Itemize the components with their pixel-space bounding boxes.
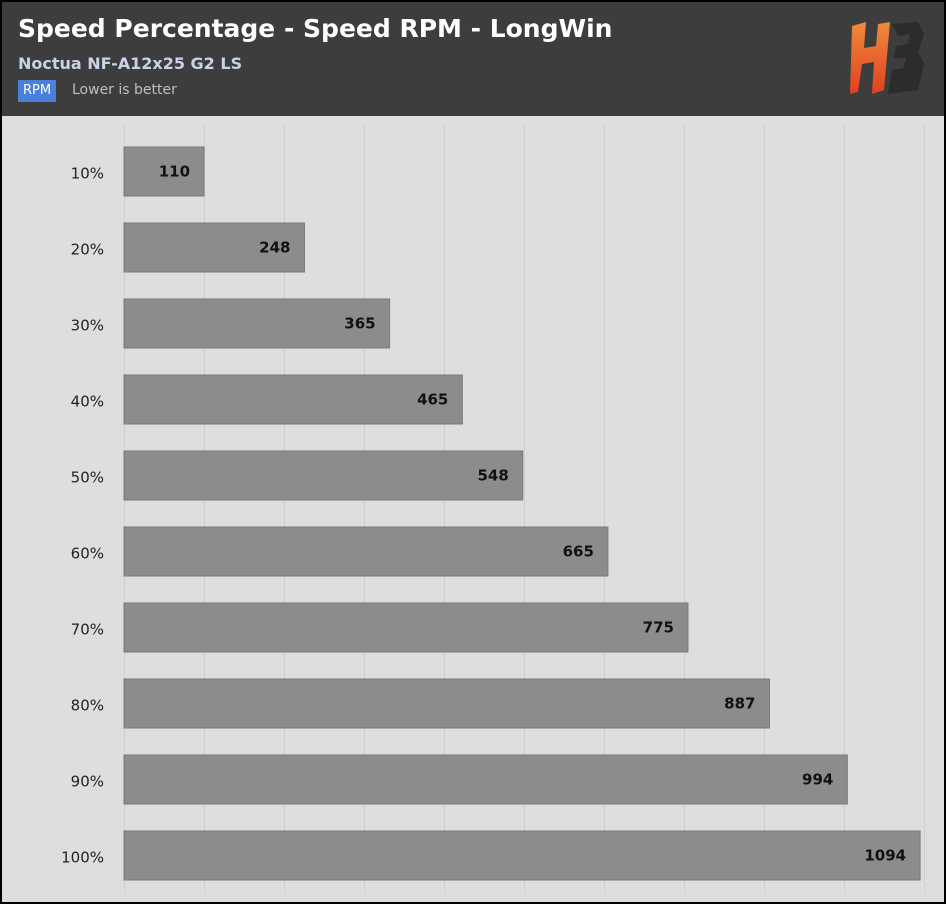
- hb-logo-icon: [850, 22, 924, 94]
- data-label: 775: [643, 619, 674, 637]
- lower-is-better-note: Lower is better: [72, 82, 177, 98]
- bar: [123, 526, 609, 577]
- category-label: 50%: [71, 469, 104, 487]
- bar: [123, 146, 205, 197]
- bar: [123, 678, 770, 729]
- category-label: 20%: [71, 241, 104, 259]
- category-label: 100%: [61, 849, 104, 867]
- bar: [123, 222, 305, 273]
- data-label: 110: [159, 163, 190, 181]
- data-label: 548: [477, 467, 508, 485]
- category-label: 40%: [71, 393, 104, 411]
- bar: [123, 754, 848, 805]
- unit-badge: RPM: [18, 80, 57, 102]
- bar: [123, 450, 524, 501]
- bar: [123, 374, 463, 425]
- labels: 10% 110 20% 248 30% 365 40% 465 50% 548 60% 665 70% 7…: [61, 163, 906, 867]
- bar-chart: 10% 110 20% 248 30% 365 40% 465 50% 548 60% 665 70% 7…: [61, 124, 925, 894]
- category-label: 60%: [71, 545, 104, 563]
- data-label: 665: [563, 543, 594, 561]
- data-label: 994: [802, 771, 833, 789]
- data-label: 465: [417, 391, 448, 409]
- chart-subtitle: Noctua NF-A12x25 G2 LS: [18, 54, 243, 73]
- category-label: 30%: [71, 317, 104, 335]
- data-label: 887: [724, 695, 755, 713]
- bar: [123, 298, 391, 349]
- data-label: 365: [344, 315, 375, 333]
- category-label: 80%: [71, 697, 104, 715]
- chart-title: Speed Percentage - Speed RPM - LongWin: [18, 14, 613, 43]
- bar: [123, 830, 921, 881]
- chart-header: Speed Percentage - Speed RPM - LongWin N…: [2, 2, 944, 116]
- category-label: 10%: [71, 165, 104, 183]
- data-label: 1094: [864, 847, 906, 865]
- category-label: 90%: [71, 773, 104, 791]
- data-label: 248: [259, 239, 290, 257]
- bars: [123, 146, 921, 881]
- bar: [123, 602, 689, 653]
- category-label: 70%: [71, 621, 104, 639]
